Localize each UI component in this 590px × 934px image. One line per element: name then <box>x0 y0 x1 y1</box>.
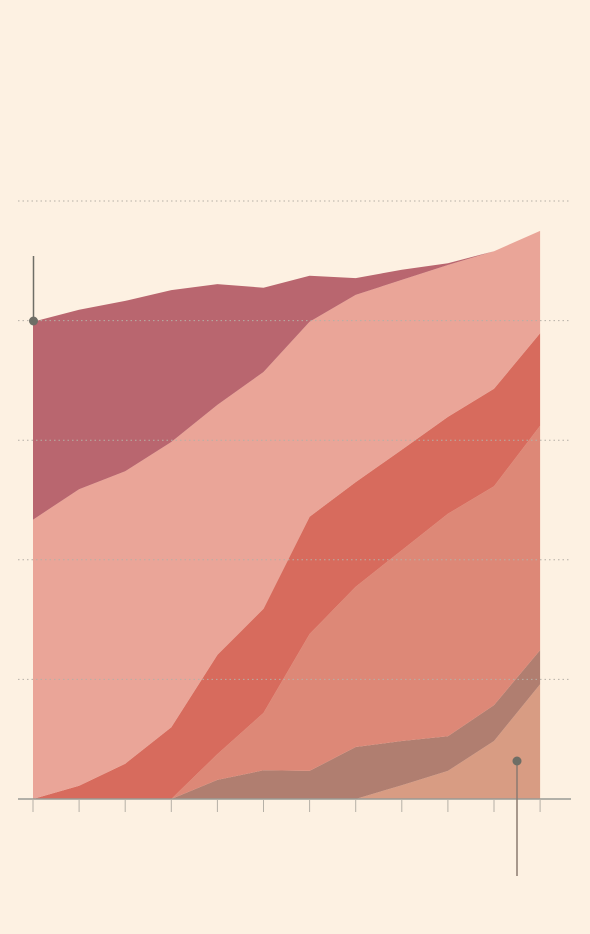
area <box>33 684 541 799</box>
area <box>33 333 541 799</box>
area <box>33 230 541 520</box>
annotation-dot <box>29 316 38 326</box>
area <box>33 425 541 799</box>
area <box>33 650 541 799</box>
annotation-dot <box>512 756 522 766</box>
areas <box>33 230 541 799</box>
area <box>33 230 541 799</box>
grid <box>18 200 571 812</box>
